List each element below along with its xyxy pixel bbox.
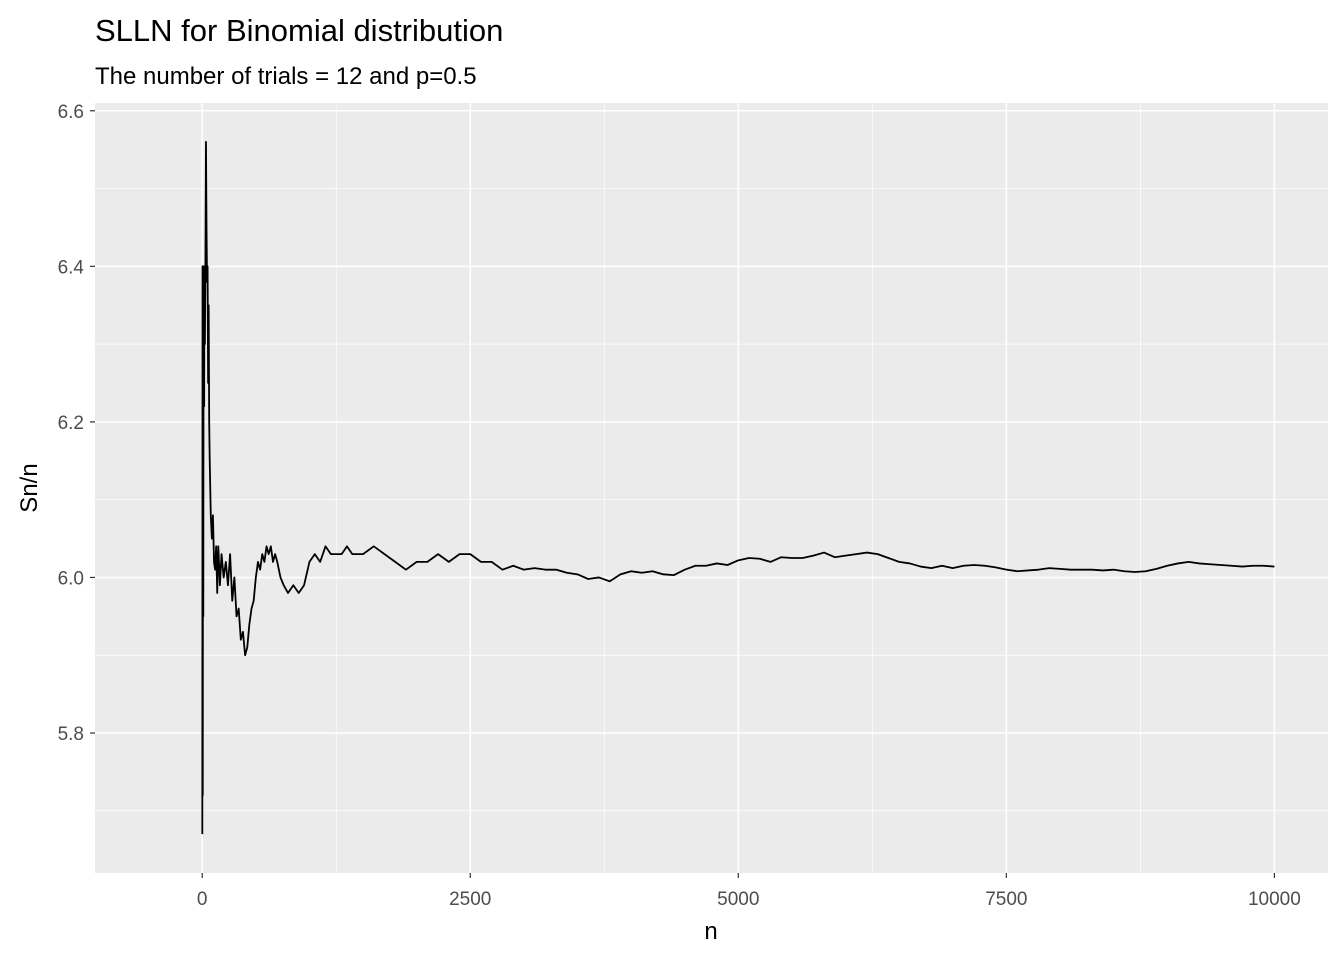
x-tick-label: 5000 bbox=[717, 889, 759, 910]
axis-ticks bbox=[90, 110, 1275, 878]
y-tick-label: 6.4 bbox=[58, 257, 85, 278]
y-tick-label: 5.8 bbox=[58, 724, 84, 745]
y-tick-label: 6.0 bbox=[58, 568, 84, 589]
chart-title: SLLN for Binomial distribution bbox=[95, 13, 503, 48]
chart-subtitle: The number of trials = 12 and p=0.5 bbox=[95, 63, 477, 90]
plot-panel bbox=[95, 103, 1328, 873]
minor-gridlines bbox=[95, 103, 1328, 873]
x-tick-label: 2500 bbox=[449, 889, 491, 910]
y-tick-labels: 5.8 6.0 6.2 6.4 6.6 bbox=[58, 102, 85, 745]
y-tick-label: 6.6 bbox=[58, 102, 84, 123]
major-gridlines bbox=[95, 103, 1328, 873]
y-tick-label: 6.2 bbox=[58, 413, 84, 434]
series-layer bbox=[201, 140, 1275, 835]
x-tick-label: 10000 bbox=[1248, 889, 1301, 910]
x-tick-label: 7500 bbox=[985, 889, 1027, 910]
series-line bbox=[201, 140, 1275, 835]
y-axis-title: Sn/n bbox=[16, 463, 43, 512]
x-tick-label: 0 bbox=[197, 889, 208, 910]
x-axis-title: n bbox=[704, 918, 717, 945]
x-tick-labels: 0 2500 5000 7500 10000 bbox=[197, 889, 1301, 910]
